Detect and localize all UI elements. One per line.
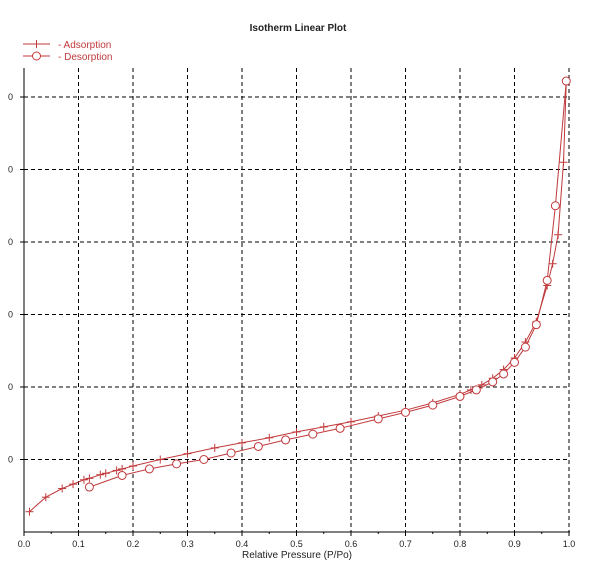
y-tick-label: 0 [8,92,13,102]
series-layer [25,76,571,516]
chart-title: Isotherm Linear Plot [250,23,347,34]
point-adsorption [101,469,110,478]
point-adsorption [347,417,355,426]
series-line-adsorption [29,81,567,513]
legend-desorption-label: - Desorption [58,52,112,63]
point-adsorption [112,466,121,475]
y-tick-label: 0 [8,310,13,320]
point-adsorption [58,484,67,493]
axes: 0.0 0.1 0.2 0.3 0.4 0.5 0.6 0.7 0.8 0.9 1.0 0 0 0 0 0 0 [8,68,575,549]
point-adsorption [129,462,137,471]
point-adsorption [69,480,78,489]
legend-desorption-marker [32,51,41,61]
point-adsorption [548,259,557,268]
point-desorption [488,377,498,387]
y-tick-label: 0 [8,165,13,175]
point-desorption [199,455,209,464]
point-desorption [117,470,127,480]
x-tick-label: 1.0 [563,539,576,549]
point-desorption [499,369,509,379]
point-desorption [455,391,465,401]
point-adsorption [554,230,563,239]
point-desorption [550,201,560,211]
y-tick-label: 0 [8,455,13,465]
point-desorption [84,482,94,492]
point-desorption [144,464,154,474]
point-desorption [172,459,182,469]
point-adsorption [79,475,88,484]
legend-adsorption-label: - Adsorption [58,40,111,51]
y-tick-label: 0 [8,237,13,247]
point-adsorption [319,422,328,431]
point-adsorption [96,470,105,479]
x-tick-label: 0.9 [508,539,521,549]
point-desorption [531,320,541,330]
point-desorption [510,357,519,367]
point-desorption [428,400,438,410]
chart-legend: - Adsorption - Desorption [23,40,112,63]
x-tick-label: 0.1 [72,539,85,549]
point-adsorption [183,449,192,458]
point-adsorption [559,158,568,167]
point-desorption [401,407,410,417]
point-adsorption [210,443,219,452]
point-adsorption [265,433,274,442]
x-tick-label: 0.8 [454,539,467,549]
x-tick-label: 0.7 [399,539,412,549]
point-desorption [561,76,571,86]
x-tick-label: 0.5 [290,539,303,549]
x-tick-label: 0.2 [127,539,140,549]
point-desorption [335,423,345,433]
point-desorption [542,275,552,285]
point-adsorption [292,427,301,436]
point-desorption [226,448,236,458]
point-desorption [520,342,530,352]
point-adsorption [41,493,50,502]
x-axis-label: Relative Pressure (P/Po) [242,550,352,561]
x-tick-label: 0.4 [236,539,249,549]
grid-lines [24,68,570,532]
point-desorption [281,435,291,445]
point-desorption [471,385,481,395]
x-tick-label: 0.0 [18,539,31,549]
point-adsorption [85,474,94,483]
point-adsorption [156,455,165,464]
point-desorption [253,441,263,451]
x-tick-label: 0.3 [181,539,194,549]
point-adsorption [238,438,246,447]
y-tick-label: 0 [8,382,13,392]
point-adsorption [25,507,34,516]
point-desorption [373,414,383,424]
point-desorption [308,429,318,439]
x-tick-label: 0.6 [345,539,358,549]
